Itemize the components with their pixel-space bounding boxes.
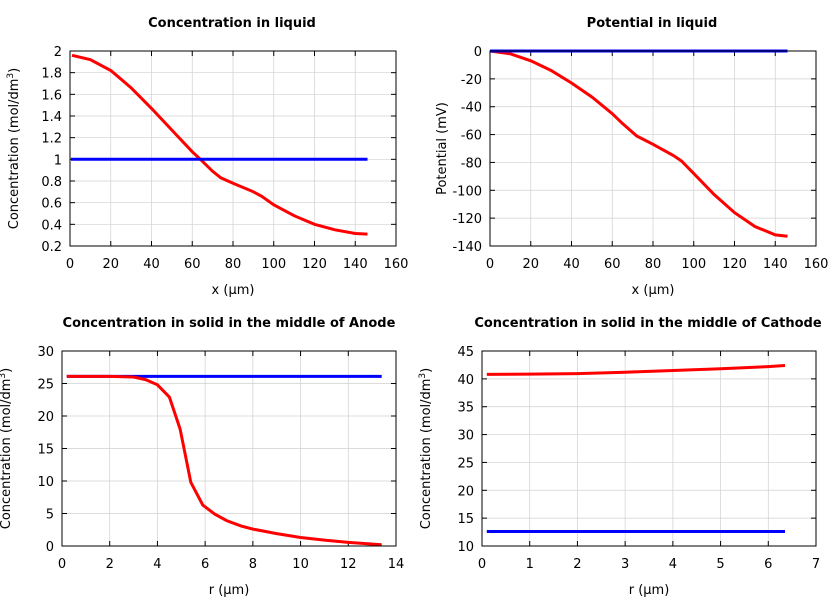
x-tick-label: 40	[143, 257, 160, 272]
series-line-1	[489, 49, 788, 238]
y-tick-label: 20	[457, 484, 474, 499]
x-tick-label: 80	[225, 257, 242, 272]
y-axis-label: Potential (mV)	[435, 102, 450, 195]
x-tick-label: 8	[249, 557, 257, 572]
x-tick-label: 10	[292, 557, 309, 572]
y-tick-label: 45	[457, 345, 474, 360]
x-tick-label: 120	[302, 257, 327, 272]
x-tick-label: 140	[343, 257, 368, 272]
x-tick-label: 20	[102, 257, 119, 272]
series-line-2	[66, 374, 382, 547]
x-tick-label: 4	[153, 557, 161, 572]
y-tick-label: 25	[457, 456, 474, 471]
y-tick-label: 10	[457, 540, 474, 555]
x-tick-label: 14	[388, 557, 405, 572]
x-tick-label: 0	[478, 557, 486, 572]
y-tick-label: 5	[46, 508, 54, 523]
plot-frame	[481, 350, 817, 547]
series-line-1	[71, 53, 368, 236]
x-axis-label: r (µm)	[209, 583, 250, 598]
y-tick-label: 0.8	[41, 175, 62, 190]
y-tick-label: -120	[452, 212, 482, 227]
y-tick-label: 0.4	[41, 218, 62, 233]
y-tick-label: 35	[457, 401, 474, 416]
chart-1: Concentration in liquid 0 20 40 60 80 100 120 14…	[6, 16, 408, 298]
chart-3: Concentration in solid in the middle of …	[0, 316, 404, 598]
y-tick-label: 2	[54, 45, 62, 60]
x-tick-label: 12	[340, 557, 357, 572]
x-tick-label: 120	[722, 257, 747, 272]
y-tick-label: -100	[452, 184, 482, 199]
chart-2: Potential in liquid 0 20 40 60 80 100 120 140 160…	[435, 16, 828, 298]
y-tick-label: -20	[461, 73, 482, 88]
y-tick-label: 1.8	[41, 67, 62, 82]
x-tick-label: 60	[604, 257, 621, 272]
x-tick-label: 6	[201, 557, 209, 572]
chart-title: Potential in liquid	[587, 16, 718, 31]
y-tick-label: 1.6	[41, 88, 62, 103]
y-tick-label: -80	[461, 156, 482, 171]
chart-title: Concentration in solid in the middle of …	[63, 316, 396, 331]
x-tick-label: 20	[522, 257, 539, 272]
y-tick-label: 10	[37, 475, 54, 490]
y-axis-label: Concentration (mol/dm3)	[418, 368, 434, 530]
y-tick-label: 40	[457, 373, 474, 388]
x-tick-label: 100	[681, 257, 706, 272]
y-tick-label: 0.2	[41, 240, 62, 255]
series-line-1	[486, 364, 786, 376]
y-tick-label: -140	[452, 240, 482, 255]
y-tick-label: 25	[37, 378, 54, 393]
x-tick-label: 2	[573, 557, 581, 572]
plot-frame	[489, 50, 817, 247]
y-tick-label: 1.2	[41, 132, 62, 147]
y-tick-label: -60	[461, 129, 482, 144]
x-tick-label: 60	[184, 257, 201, 272]
y-tick-label: 0	[46, 540, 54, 555]
plot-frame	[61, 350, 397, 547]
x-tick-label: 0	[486, 257, 494, 272]
x-tick-label: 40	[563, 257, 580, 272]
x-tick-label: 1	[526, 557, 534, 572]
y-tick-label: 1.4	[41, 110, 62, 125]
x-tick-label: 140	[763, 257, 788, 272]
y-tick-label: 30	[37, 345, 54, 360]
x-axis-label: x (µm)	[632, 283, 675, 298]
x-axis-label: r (µm)	[629, 583, 670, 598]
x-tick-label: 6	[764, 557, 772, 572]
y-tick-label: 15	[457, 512, 474, 527]
plot-frame	[69, 50, 397, 247]
x-axis-label: x (µm)	[212, 283, 255, 298]
x-tick-label: 2	[106, 557, 114, 572]
x-tick-label: 80	[645, 257, 662, 272]
y-tick-label: -40	[461, 101, 482, 116]
x-tick-label: 0	[66, 257, 74, 272]
y-tick-label: 1	[54, 153, 62, 168]
x-tick-label: 160	[384, 257, 409, 272]
y-axis-label: Concentration (mol/dm3)	[6, 68, 22, 230]
chart-title: Concentration in solid in the middle of …	[474, 316, 822, 331]
y-tick-label: 15	[37, 443, 54, 458]
x-tick-label: 160	[804, 257, 829, 272]
x-tick-label: 100	[261, 257, 286, 272]
chart-4: Concentration in solid in the middle of …	[418, 316, 822, 598]
y-tick-label: 0	[474, 45, 482, 60]
x-tick-label: 5	[716, 557, 724, 572]
y-tick-label: 20	[37, 410, 54, 425]
chart-title: Concentration in liquid	[148, 16, 316, 31]
y-tick-label: 30	[457, 429, 474, 444]
y-tick-label: 0.6	[41, 197, 62, 212]
x-tick-label: 3	[621, 557, 629, 572]
x-tick-label: 7	[812, 557, 820, 572]
y-axis-label: Concentration (mol/dm3)	[0, 368, 14, 530]
x-tick-label: 0	[58, 557, 66, 572]
x-tick-label: 4	[669, 557, 677, 572]
